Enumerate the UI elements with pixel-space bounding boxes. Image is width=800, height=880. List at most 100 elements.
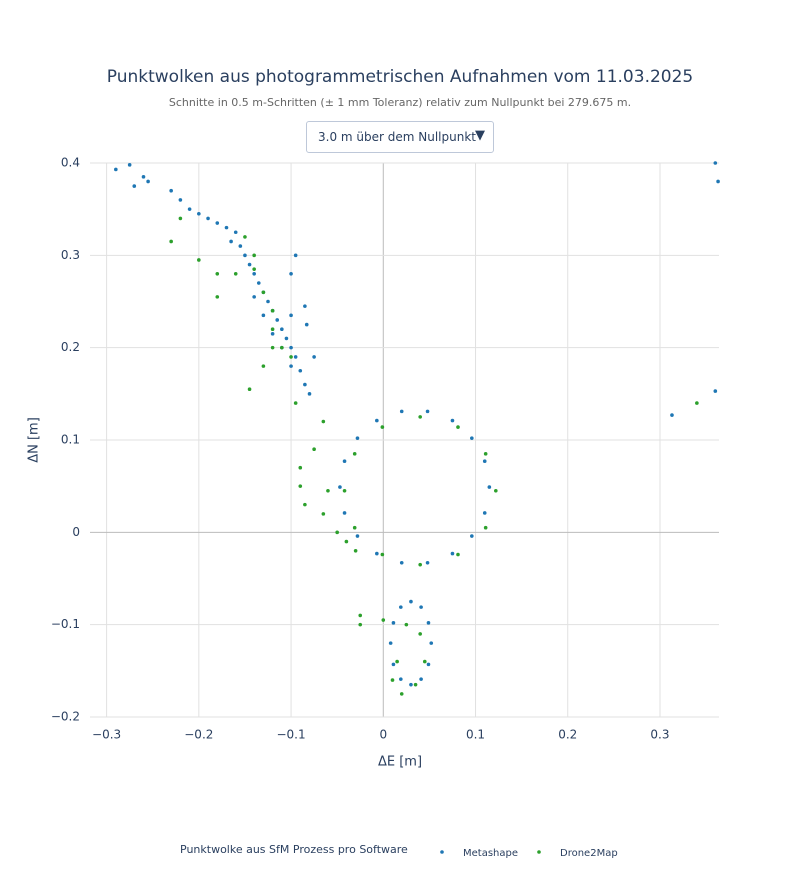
point: [141, 175, 146, 179]
point: [399, 692, 404, 696]
point: [352, 452, 357, 456]
point: [344, 539, 349, 544]
x-tick-label: −0.1: [276, 728, 305, 742]
point: [293, 401, 298, 405]
point: [713, 389, 718, 393]
point: [418, 562, 422, 567]
x-axis-label: ΔE [m]: [378, 755, 422, 770]
point: [303, 304, 307, 308]
legend-title: Punktwolke aus SfM Prozess pro Software: [180, 843, 408, 856]
point: [487, 485, 492, 489]
point: [358, 613, 363, 618]
point: [293, 355, 298, 359]
point: [132, 184, 137, 188]
point: [426, 662, 431, 667]
point: [261, 313, 266, 318]
point: [399, 605, 403, 609]
point: [298, 484, 303, 488]
point: [247, 262, 252, 267]
point: [482, 511, 487, 515]
point: [456, 425, 460, 429]
point: [395, 659, 399, 664]
point: [178, 198, 183, 202]
point: [494, 488, 498, 493]
point: [419, 605, 423, 609]
y-tick-label: 0.2: [61, 340, 80, 354]
point: [409, 682, 413, 687]
point: [695, 401, 699, 405]
point: [470, 436, 474, 440]
point: [243, 235, 247, 239]
point: [713, 161, 718, 165]
point: [390, 678, 395, 682]
point: [266, 299, 270, 304]
point: [335, 530, 339, 535]
point: [256, 281, 261, 285]
point: [391, 621, 396, 625]
point: [338, 485, 342, 489]
dropdown-arrow: ▼: [475, 128, 485, 143]
legend-label: Drone2Map: [560, 848, 618, 859]
point: [399, 561, 404, 565]
point: [215, 272, 220, 276]
point: [275, 318, 280, 322]
point: [426, 621, 431, 625]
point: [229, 239, 233, 244]
point: [404, 622, 409, 627]
y-tick-label: 0: [72, 525, 80, 539]
point: [243, 253, 247, 258]
point: [261, 364, 266, 368]
point: [206, 216, 210, 221]
point: [289, 355, 293, 359]
point: [380, 425, 385, 429]
y-tick-label: 0.1: [61, 433, 80, 447]
point: [375, 551, 379, 556]
point: [284, 336, 289, 341]
chart-subtitle: Schnitte in 0.5 m-Schritten (± 1 mm Tole…: [169, 96, 631, 109]
point: [391, 662, 396, 667]
point: [342, 459, 347, 464]
point: [409, 599, 413, 604]
legend-marker: [537, 850, 541, 854]
point: [127, 163, 132, 167]
point: [312, 447, 316, 452]
point: [312, 355, 316, 359]
legend-label: Metashape: [463, 848, 518, 859]
x-tick-label: 0.1: [466, 728, 485, 742]
x-tick-label: −0.3: [92, 728, 121, 742]
point: [298, 368, 303, 373]
x-tick-label: 0.3: [650, 728, 669, 742]
point: [252, 267, 256, 271]
point: [342, 511, 347, 515]
point: [289, 364, 293, 368]
x-tick-label: 0.2: [558, 728, 577, 742]
point: [429, 641, 434, 645]
point: [419, 677, 423, 681]
dropdown[interactable]: 3.0 m über dem Nullpunkt ▼: [306, 121, 494, 153]
point: [388, 641, 393, 645]
point: [303, 382, 307, 387]
point: [289, 345, 293, 350]
point: [187, 207, 192, 211]
point: [252, 253, 256, 258]
y-tick-label: −0.1: [51, 617, 80, 631]
point: [304, 322, 309, 327]
point: [413, 682, 418, 687]
point: [169, 188, 173, 193]
point: [289, 272, 293, 276]
point: [178, 216, 183, 221]
point: [261, 290, 266, 295]
point: [425, 561, 430, 565]
point: [224, 225, 229, 230]
point: [450, 551, 455, 556]
point: [169, 239, 173, 244]
point: [252, 295, 256, 299]
point: [399, 409, 404, 414]
point: [215, 295, 220, 299]
point: [252, 272, 256, 276]
point: [233, 272, 238, 276]
point: [418, 415, 422, 419]
point: [418, 632, 422, 636]
point: [380, 552, 385, 557]
